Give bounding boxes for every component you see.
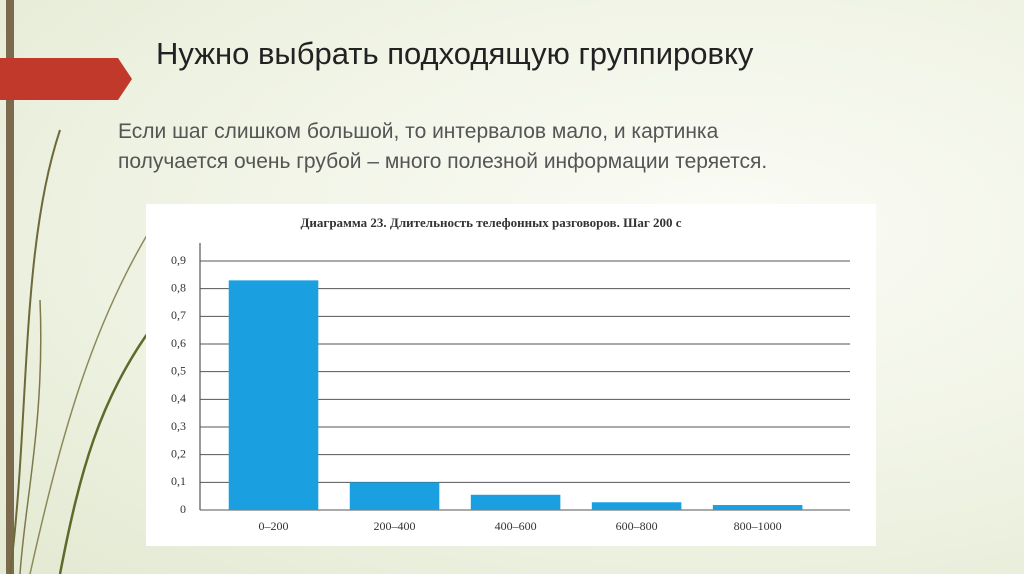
chart-title: Диаграмма 23. Длительность телефонных ра… [300, 215, 681, 230]
y-tick-label: 0 [180, 502, 186, 516]
chart: Диаграмма 23. Длительность телефонных ра… [146, 204, 876, 546]
y-tick-label: 0,8 [171, 280, 186, 294]
y-tick-label: 0,6 [171, 336, 186, 350]
x-tick-label: 200–400 [374, 519, 416, 533]
bar [349, 482, 440, 510]
x-tick-label: 800–1000 [734, 519, 782, 533]
y-tick-label: 0,3 [171, 419, 186, 433]
x-tick-label: 400–600 [495, 519, 537, 533]
bar [228, 280, 319, 510]
body-text: Если шаг слишком большой, то интервалов … [118, 120, 719, 143]
bar [470, 494, 561, 510]
y-tick-label: 0,5 [171, 363, 186, 377]
y-tick-label: 0,2 [171, 446, 186, 460]
bar [591, 502, 682, 510]
y-tick-label: 0,4 [171, 391, 186, 405]
y-tick-label: 0,1 [171, 474, 186, 488]
x-tick-label: 600–800 [616, 519, 658, 533]
y-tick-label: 0,9 [171, 253, 186, 267]
y-tick-label: 0,7 [171, 308, 186, 322]
slide-title: Нужно выбрать подходящую группировку [156, 36, 754, 71]
x-tick-label: 0–200 [259, 519, 289, 533]
body-text: получается очень грубой – много полезной… [118, 150, 768, 173]
bar [712, 505, 803, 510]
